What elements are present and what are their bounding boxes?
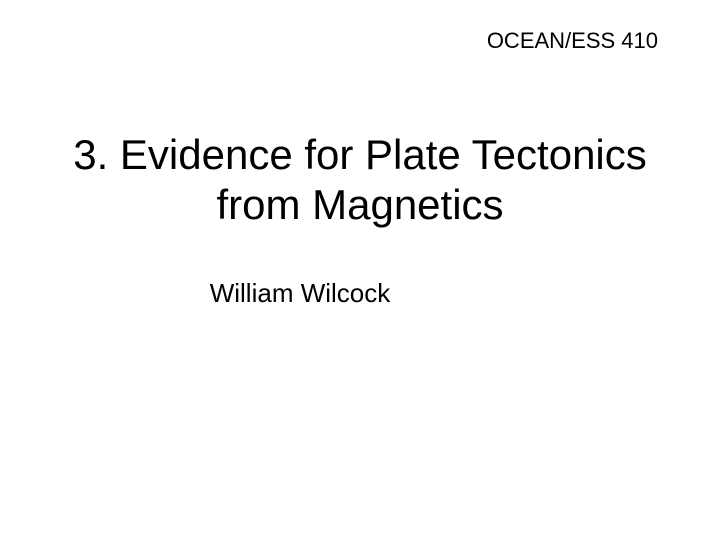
slide-title: 3. Evidence for Plate Tectonics from Mag… bbox=[0, 130, 720, 231]
course-label: OCEAN/ESS 410 bbox=[487, 28, 658, 54]
author-name: William Wilcock bbox=[0, 278, 720, 309]
